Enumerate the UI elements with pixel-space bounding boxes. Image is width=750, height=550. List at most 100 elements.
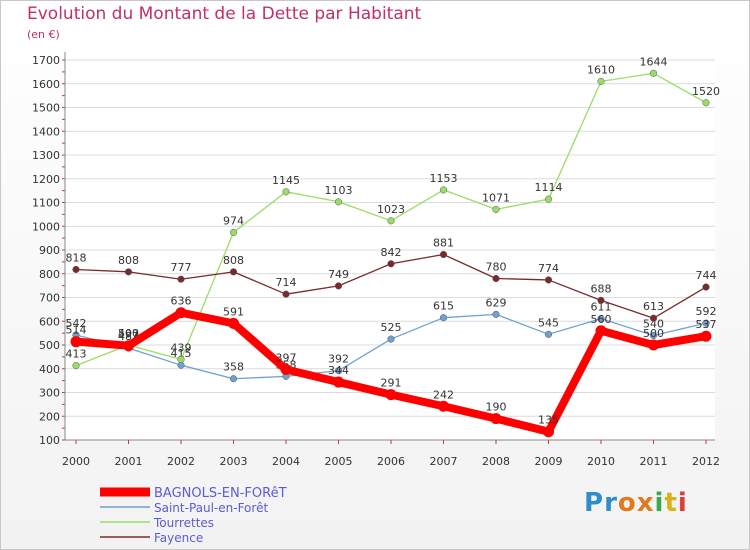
data-point (229, 228, 238, 236)
data-label: 135 (538, 414, 559, 427)
data-label: 415 (171, 347, 192, 360)
y-tick-label: 1000 (32, 220, 60, 233)
y-tick-label: 600 (39, 315, 60, 328)
data-label: 629 (486, 296, 507, 309)
x-tick-label: 2000 (62, 455, 90, 468)
x-tick-label: 2012 (692, 455, 720, 468)
legend-label: Fayence (154, 531, 203, 545)
data-label: 688 (591, 282, 612, 295)
data-label: 1023 (377, 203, 405, 216)
data-label: 1644 (640, 55, 668, 68)
data-label: 842 (381, 246, 402, 259)
data-label: 774 (538, 262, 559, 275)
data-point (492, 274, 500, 283)
y-tick-label: 1300 (32, 149, 60, 162)
x-tick-label: 2004 (272, 455, 300, 468)
data-label: 413 (66, 348, 87, 361)
logo-letter: P (584, 488, 605, 518)
data-point (492, 205, 500, 213)
logo-letter: o (617, 488, 637, 518)
y-tick-label: 300 (39, 387, 60, 400)
data-label: 500 (643, 327, 664, 340)
y-tick-label: 100 (39, 434, 60, 447)
data-label: 537 (696, 318, 717, 331)
chart-subtitle: (en €) (27, 28, 60, 41)
legend-label: BAGNOLS-EN-FORêT (154, 486, 287, 501)
data-label: 591 (223, 305, 244, 318)
data-label: 780 (486, 261, 507, 274)
data-point (597, 77, 605, 85)
data-label: 560 (591, 313, 612, 326)
data-label: 777 (171, 261, 192, 274)
y-tick-label: 1400 (32, 125, 60, 138)
data-label: 1103 (325, 184, 353, 197)
data-point (385, 389, 397, 401)
x-tick-label: 2009 (535, 455, 563, 468)
data-point (544, 195, 553, 203)
data-point (544, 276, 553, 284)
data-point (544, 330, 553, 338)
y-tick-label: 700 (39, 292, 60, 305)
y-tick-label: 400 (39, 363, 60, 376)
data-label: 500 (118, 327, 139, 340)
data-point (543, 426, 554, 438)
data-label: 611 (591, 301, 612, 314)
data-label: 881 (433, 237, 454, 250)
logo-letter: t (664, 488, 678, 518)
data-label: 545 (538, 316, 559, 329)
y-tick-label: 1100 (32, 197, 60, 210)
data-label: 636 (171, 295, 192, 308)
plot-area (65, 52, 715, 440)
data-point (597, 315, 605, 323)
data-point (597, 296, 605, 304)
y-tick-label: 1200 (32, 173, 60, 186)
data-point (229, 375, 238, 383)
x-tick-label: 2008 (482, 455, 510, 468)
data-point (177, 355, 185, 364)
data-label: 397 (276, 351, 297, 364)
data-label: 808 (223, 254, 244, 267)
logo-letter: r (604, 488, 618, 518)
x-tick-label: 2007 (430, 455, 458, 468)
proxiti-logo: Proxiti (584, 488, 688, 518)
data-label: 1145 (272, 174, 300, 187)
data-label: 1610 (587, 63, 615, 76)
data-label: 439 (171, 341, 192, 354)
data-point (175, 307, 187, 319)
data-point (282, 188, 290, 196)
data-point (702, 99, 710, 107)
data-point (648, 339, 659, 351)
data-label: 514 (66, 324, 87, 337)
data-point (649, 331, 658, 340)
data-point (72, 265, 80, 274)
data-label: 540 (643, 318, 664, 331)
data-point (334, 282, 343, 290)
data-label: 525 (381, 321, 402, 334)
data-label: 358 (223, 361, 244, 374)
data-point (387, 217, 395, 225)
data-point (649, 69, 658, 77)
data-label: 615 (433, 300, 454, 313)
data-point (700, 330, 712, 342)
data-label: 291 (381, 377, 402, 390)
data-point (439, 314, 448, 322)
data-point (387, 260, 395, 268)
logo-letter: i (654, 488, 665, 518)
logo-letter: i (677, 488, 688, 518)
y-tick-label: 500 (39, 339, 60, 352)
data-point (177, 275, 185, 283)
x-tick-label: 2011 (640, 455, 668, 468)
data-point (387, 335, 395, 343)
data-point (334, 367, 343, 375)
chart-title: Evolution du Montant de la Dette par Hab… (27, 4, 422, 24)
logo-letter: x (636, 488, 655, 518)
x-tick-label: 2005 (325, 455, 353, 468)
data-label: 613 (643, 300, 664, 313)
data-point (439, 186, 448, 194)
data-label: 818 (66, 251, 87, 264)
y-tick-label: 900 (39, 244, 60, 257)
data-label: 1153 (430, 172, 458, 185)
data-label: 497 (118, 328, 139, 341)
x-tick-label: 2002 (167, 455, 195, 468)
